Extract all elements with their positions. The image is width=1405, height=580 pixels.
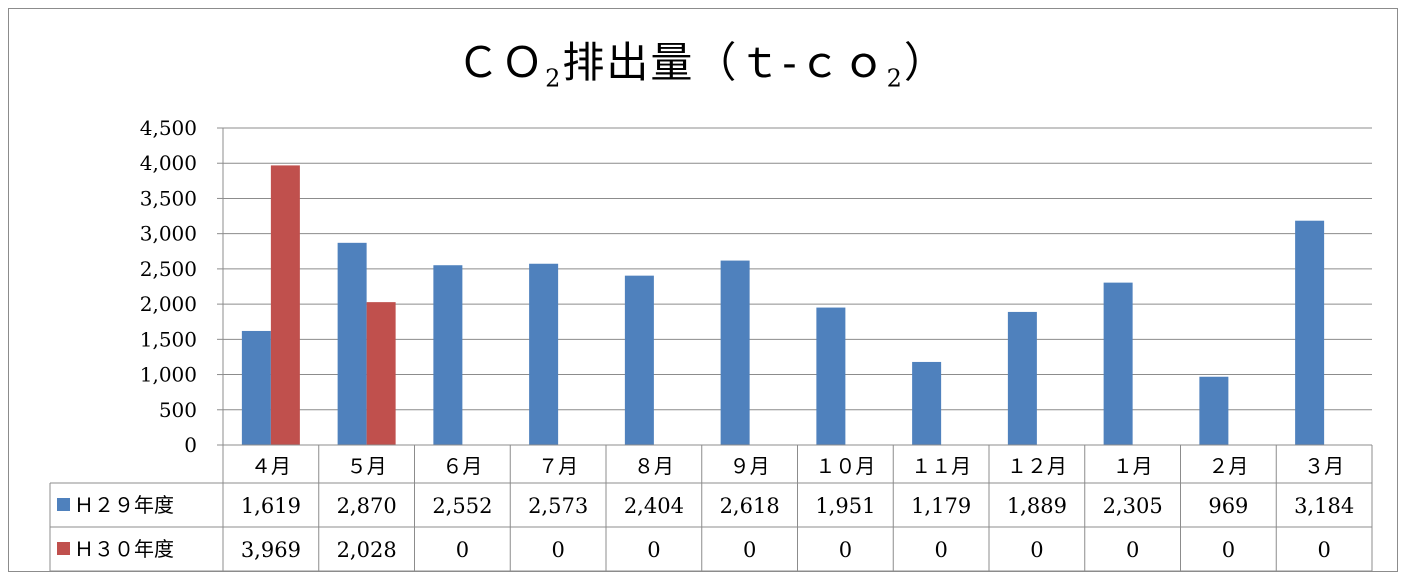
y-tick-label: 0 — [184, 433, 197, 457]
data-label: 1,619 — [241, 494, 301, 518]
y-tick-label: 4,000 — [140, 151, 197, 175]
data-label: 2,870 — [337, 494, 397, 518]
data-label: 2,573 — [528, 494, 588, 518]
data-label: 1,889 — [1007, 494, 1067, 518]
y-tick-label: 3,000 — [140, 222, 197, 246]
bar-h29 — [1103, 282, 1133, 445]
bar-h29 — [241, 330, 271, 445]
data-label: 0 — [1126, 538, 1139, 562]
data-label: 1,179 — [911, 494, 971, 518]
x-tick-label: １０月 — [815, 454, 875, 478]
data-label: 0 — [1317, 538, 1330, 562]
legend-key-h30 — [57, 542, 70, 555]
x-tick-label: ７月 — [538, 454, 578, 478]
y-tick-label: 2,000 — [140, 292, 197, 316]
x-tick-label: ３月 — [1304, 454, 1344, 478]
bar-h29 — [337, 242, 367, 445]
data-label: 1,951 — [815, 494, 875, 518]
data-label: 0 — [934, 538, 947, 562]
data-label: 3,184 — [1294, 494, 1354, 518]
data-label: 0 — [456, 538, 469, 562]
data-label: 0 — [551, 538, 564, 562]
series-name-label: Ｈ３０年度 — [74, 537, 174, 561]
y-tick-label: 2,500 — [140, 257, 197, 281]
bar-h29 — [816, 307, 846, 445]
series-name-label: Ｈ２９年度 — [74, 493, 174, 517]
data-label: 2,305 — [1103, 494, 1163, 518]
legend-key-h29 — [57, 498, 70, 511]
data-label: 969 — [1208, 494, 1248, 518]
bar-h29 — [529, 263, 559, 445]
data-label: 2,404 — [624, 494, 684, 518]
x-tick-label: ９月 — [730, 454, 770, 478]
bar-h30 — [270, 165, 300, 445]
bar-h29 — [1199, 376, 1229, 445]
data-label: 2,028 — [337, 538, 397, 562]
data-label: 0 — [647, 538, 660, 562]
data-label: 0 — [743, 538, 756, 562]
data-label: 0 — [1030, 538, 1043, 562]
y-tick-label: 500 — [159, 398, 197, 422]
y-tick-label: 4,500 — [140, 116, 197, 140]
x-tick-label: ６月 — [442, 454, 482, 478]
chart-frame — [8, 8, 1398, 572]
bar-h29 — [1007, 311, 1037, 445]
bar-h29 — [433, 265, 463, 445]
y-tick-label: 1,500 — [140, 327, 197, 351]
y-tick-label: 3,500 — [140, 186, 197, 210]
data-label: 2,552 — [432, 494, 492, 518]
x-tick-label: ８月 — [634, 454, 674, 478]
data-label: 2,618 — [720, 494, 780, 518]
x-tick-label: １月 — [1113, 454, 1153, 478]
data-label: 3,969 — [241, 538, 301, 562]
data-label: 0 — [839, 538, 852, 562]
x-tick-label: １２月 — [1007, 454, 1067, 478]
bar-h29 — [1295, 220, 1325, 445]
x-tick-label: １１月 — [911, 454, 971, 478]
bar-h30 — [366, 302, 396, 445]
data-label: 0 — [1222, 538, 1235, 562]
bar-h29 — [624, 275, 654, 445]
x-tick-label: ４月 — [251, 454, 291, 478]
x-tick-label: ２月 — [1208, 454, 1248, 478]
bar-h29 — [912, 361, 942, 445]
y-tick-label: 1,000 — [140, 363, 197, 387]
x-tick-label: ５月 — [347, 454, 387, 478]
chart-title: ＣＯ2排出量（ｔ-ｃｏ2） — [457, 38, 948, 93]
bar-h29 — [720, 260, 750, 445]
